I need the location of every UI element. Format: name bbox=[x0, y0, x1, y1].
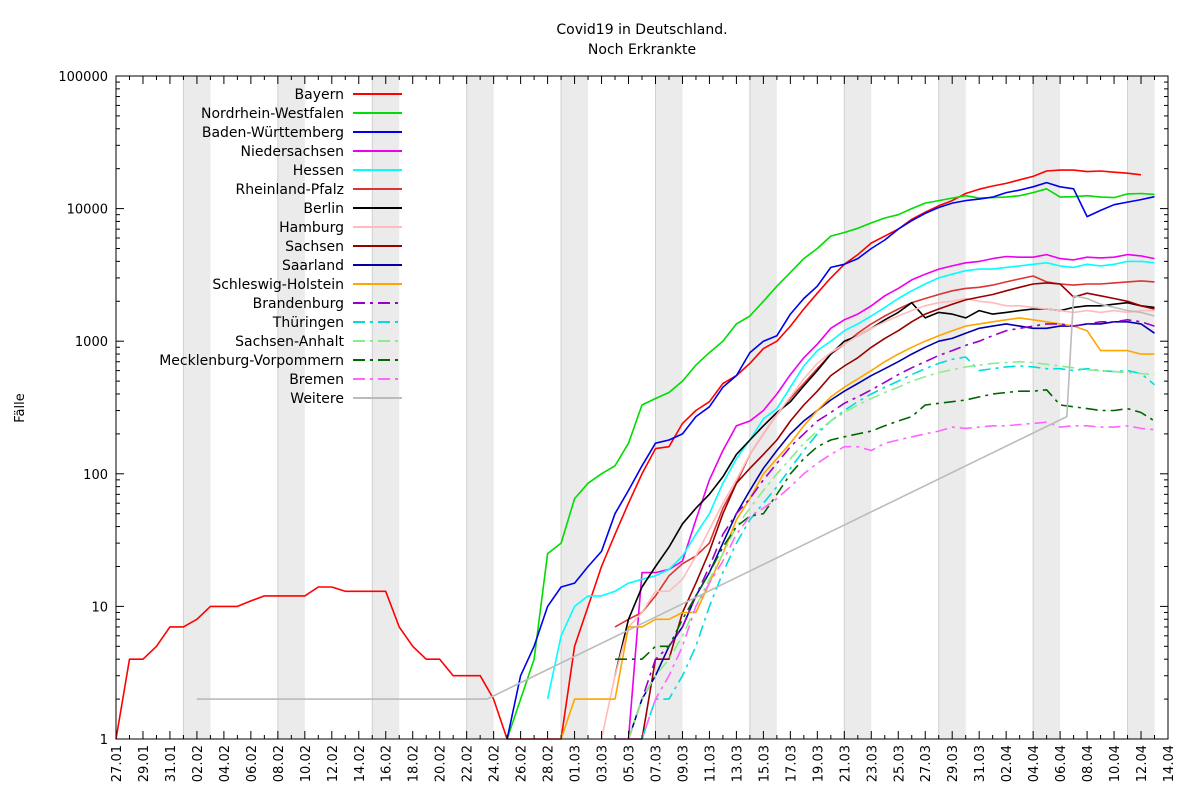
weekend-band bbox=[466, 76, 494, 739]
series-line-rheinland-pfalz bbox=[614, 275, 1155, 628]
series-line-weitere bbox=[196, 294, 1155, 700]
series-layer bbox=[115, 169, 1156, 740]
x-tick-label: 12.02 bbox=[326, 745, 341, 782]
y-axis-label: Fälle bbox=[13, 393, 28, 422]
weekend-band bbox=[372, 76, 400, 739]
x-tick-label: 20.02 bbox=[434, 745, 449, 782]
x-tick-label: 13.03 bbox=[730, 745, 745, 782]
legend: Bayern Nordrhein-Westfalen Baden-Württembe… bbox=[159, 87, 402, 407]
y-axis: 1 10 100 1000 10000 100000 bbox=[58, 70, 1168, 748]
series-line-sachsen-anhalt bbox=[627, 360, 1155, 740]
x-tick-label: 10.02 bbox=[299, 745, 314, 782]
series-line-bremen bbox=[628, 421, 1155, 740]
x-tick-label: 11.03 bbox=[703, 745, 718, 782]
y-tick-label: 1000 bbox=[75, 335, 108, 350]
x-tick-label: 23.03 bbox=[865, 745, 880, 782]
series-line-hamburg bbox=[600, 297, 1155, 740]
weekend-band bbox=[1127, 76, 1155, 739]
series-line-saarland bbox=[627, 320, 1155, 740]
legend-label: Weitere bbox=[290, 391, 344, 407]
series-line-mecklenburg-vorpommern bbox=[615, 388, 1155, 661]
x-tick-label: 03.03 bbox=[596, 745, 611, 782]
series-line-nordrhein-westfalen bbox=[506, 188, 1155, 740]
legend-label: Brandenburg bbox=[253, 296, 344, 312]
legend-label: Schleswig-Holstein bbox=[212, 277, 344, 293]
x-tick-label: 14.04 bbox=[1162, 745, 1177, 782]
weekend-band bbox=[938, 76, 966, 739]
x-tick-label: 25.03 bbox=[892, 745, 907, 782]
x-tick-label: 19.03 bbox=[811, 745, 826, 782]
weekend-band bbox=[561, 76, 589, 739]
x-tick-label: 06.04 bbox=[1054, 745, 1069, 782]
x-axis: 27.01 29.01 31.01 02.02 04.02 06.02 08.02 10.02… bbox=[110, 76, 1177, 782]
x-tick-label: 10.04 bbox=[1108, 745, 1123, 782]
legend-label: Bremen bbox=[289, 372, 344, 388]
x-tick-label: 01.03 bbox=[569, 745, 584, 782]
x-tick-label: 05.03 bbox=[623, 745, 638, 782]
x-tick-label: 08.04 bbox=[1081, 745, 1096, 782]
x-tick-label: 18.02 bbox=[407, 745, 422, 782]
legend-label: Nordrhein-Westfalen bbox=[201, 106, 344, 122]
x-tick-label: 28.02 bbox=[542, 745, 557, 782]
x-tick-label: 31.01 bbox=[164, 745, 179, 782]
weekend-band bbox=[1033, 76, 1061, 739]
legend-label: Berlin bbox=[303, 201, 344, 217]
legend-label: Bayern bbox=[295, 87, 344, 103]
chart-subtitle: Noch Erkrankte bbox=[588, 42, 696, 58]
legend-label: Mecklenburg-Vorpommern bbox=[159, 353, 344, 369]
x-tick-label: 07.03 bbox=[649, 745, 664, 782]
series-line-berlin bbox=[614, 301, 1155, 676]
series-line-sachsen bbox=[628, 282, 1155, 740]
legend-label: Niedersachsen bbox=[241, 144, 344, 160]
series-line-baden-w-rttemberg bbox=[506, 181, 1155, 740]
y-tick-label: 100 bbox=[83, 468, 108, 483]
x-tick-label: 04.04 bbox=[1027, 745, 1042, 782]
x-tick-label: 27.01 bbox=[110, 745, 125, 782]
x-tick-label: 06.02 bbox=[245, 745, 260, 782]
series-line-niedersachsen bbox=[615, 253, 1155, 740]
series-line-brandenburg bbox=[627, 318, 1155, 740]
x-tick-label: 02.02 bbox=[191, 745, 206, 782]
legend-label: Baden-Württemberg bbox=[202, 125, 344, 141]
legend-label: Hamburg bbox=[279, 220, 344, 236]
weekend-band bbox=[277, 76, 305, 739]
weekend-band bbox=[655, 76, 683, 739]
x-tick-label: 16.02 bbox=[380, 745, 395, 782]
x-tick-label: 26.02 bbox=[515, 745, 530, 782]
x-tick-label: 22.02 bbox=[461, 745, 476, 782]
x-tick-label: 08.02 bbox=[272, 745, 287, 782]
y-tick-label: 10 bbox=[91, 600, 108, 615]
x-tick-label: 29.03 bbox=[946, 745, 961, 782]
legend-label: Hessen bbox=[293, 163, 344, 179]
x-tick-label: 21.03 bbox=[838, 745, 853, 782]
x-tick-label: 04.02 bbox=[218, 745, 233, 782]
legend-label: Sachsen-Anhalt bbox=[235, 334, 344, 350]
x-tick-label: 14.02 bbox=[353, 745, 368, 782]
x-tick-label: 24.02 bbox=[488, 745, 503, 782]
x-tick-label: 15.03 bbox=[757, 745, 772, 782]
y-tick-label: 100000 bbox=[58, 70, 108, 85]
x-tick-label: 12.04 bbox=[1135, 745, 1150, 782]
x-tick-label: 27.03 bbox=[919, 745, 934, 782]
series-line-bayern bbox=[115, 169, 1142, 740]
legend-label: Sachsen bbox=[285, 239, 344, 255]
y-tick-label: 1 bbox=[100, 733, 108, 748]
weekend-band bbox=[749, 76, 777, 739]
legend-label: Rheinland-Pfalz bbox=[236, 182, 344, 198]
chart-title: Covid19 in Deutschland. bbox=[556, 22, 727, 38]
series-line-th-ringen bbox=[641, 356, 1156, 740]
x-tick-label: 17.03 bbox=[784, 745, 799, 782]
y-tick-label: 10000 bbox=[67, 203, 108, 218]
x-tick-label: 02.04 bbox=[1000, 745, 1015, 782]
legend-label: Saarland bbox=[282, 258, 344, 274]
x-tick-label: 09.03 bbox=[676, 745, 691, 782]
x-tick-label: 31.03 bbox=[973, 745, 988, 782]
legend-label: Thüringen bbox=[272, 315, 344, 331]
x-tick-label: 29.01 bbox=[137, 745, 152, 782]
weekend-band bbox=[183, 76, 211, 739]
